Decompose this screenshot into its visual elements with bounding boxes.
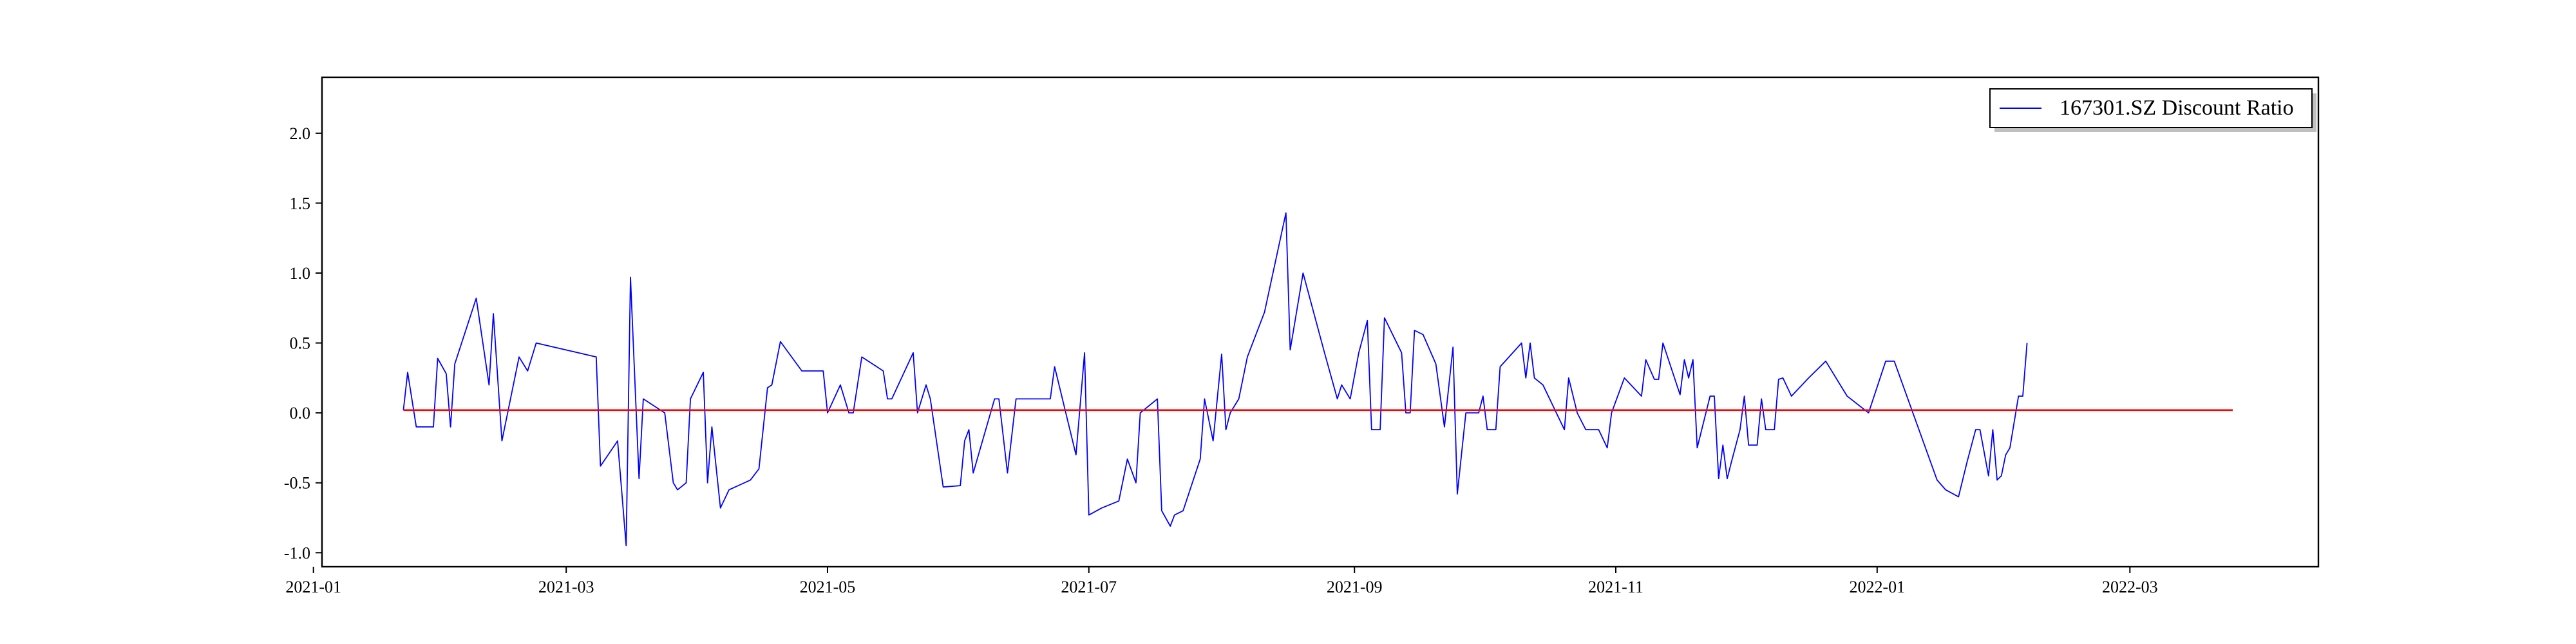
y-tick-label: 1.5 (290, 194, 311, 213)
y-tick-label: 0.0 (290, 404, 311, 422)
plot-lines (402, 212, 2233, 547)
legend: 167301.SZ Discount Ratio (1989, 88, 2316, 132)
x-tick-label: 2021-01 (285, 578, 341, 596)
y-tick-label: 2.0 (290, 124, 311, 143)
legend-label: 167301.SZ Discount Ratio (2060, 96, 2294, 120)
discount-ratio-series-line (402, 212, 2028, 547)
y-axis: -1.0 -0.5 0.0 0.5 1.0 1.5 2.0 (284, 124, 322, 562)
y-tick-label: 1.0 (290, 264, 311, 283)
x-tick-label: 2022-03 (2102, 578, 2158, 596)
x-axis: 2021-01 2021-03 2021-05 2021-07 2021-09 2021-… (285, 567, 2158, 596)
legend-box (1989, 88, 2313, 128)
x-tick-label: 2022-01 (1849, 578, 1905, 596)
x-tick-label: 2021-03 (538, 578, 594, 596)
y-tick-label: 0.5 (290, 334, 311, 353)
y-tick-label: -1.0 (284, 544, 310, 562)
plot-frame (321, 76, 2320, 568)
x-tick-label: 2021-05 (800, 578, 856, 596)
x-tick-label: 2021-11 (1588, 578, 1643, 596)
x-tick-label: 2021-09 (1327, 578, 1383, 596)
y-tick-label: -0.5 (284, 474, 310, 493)
x-tick-label: 2021-07 (1061, 578, 1117, 596)
